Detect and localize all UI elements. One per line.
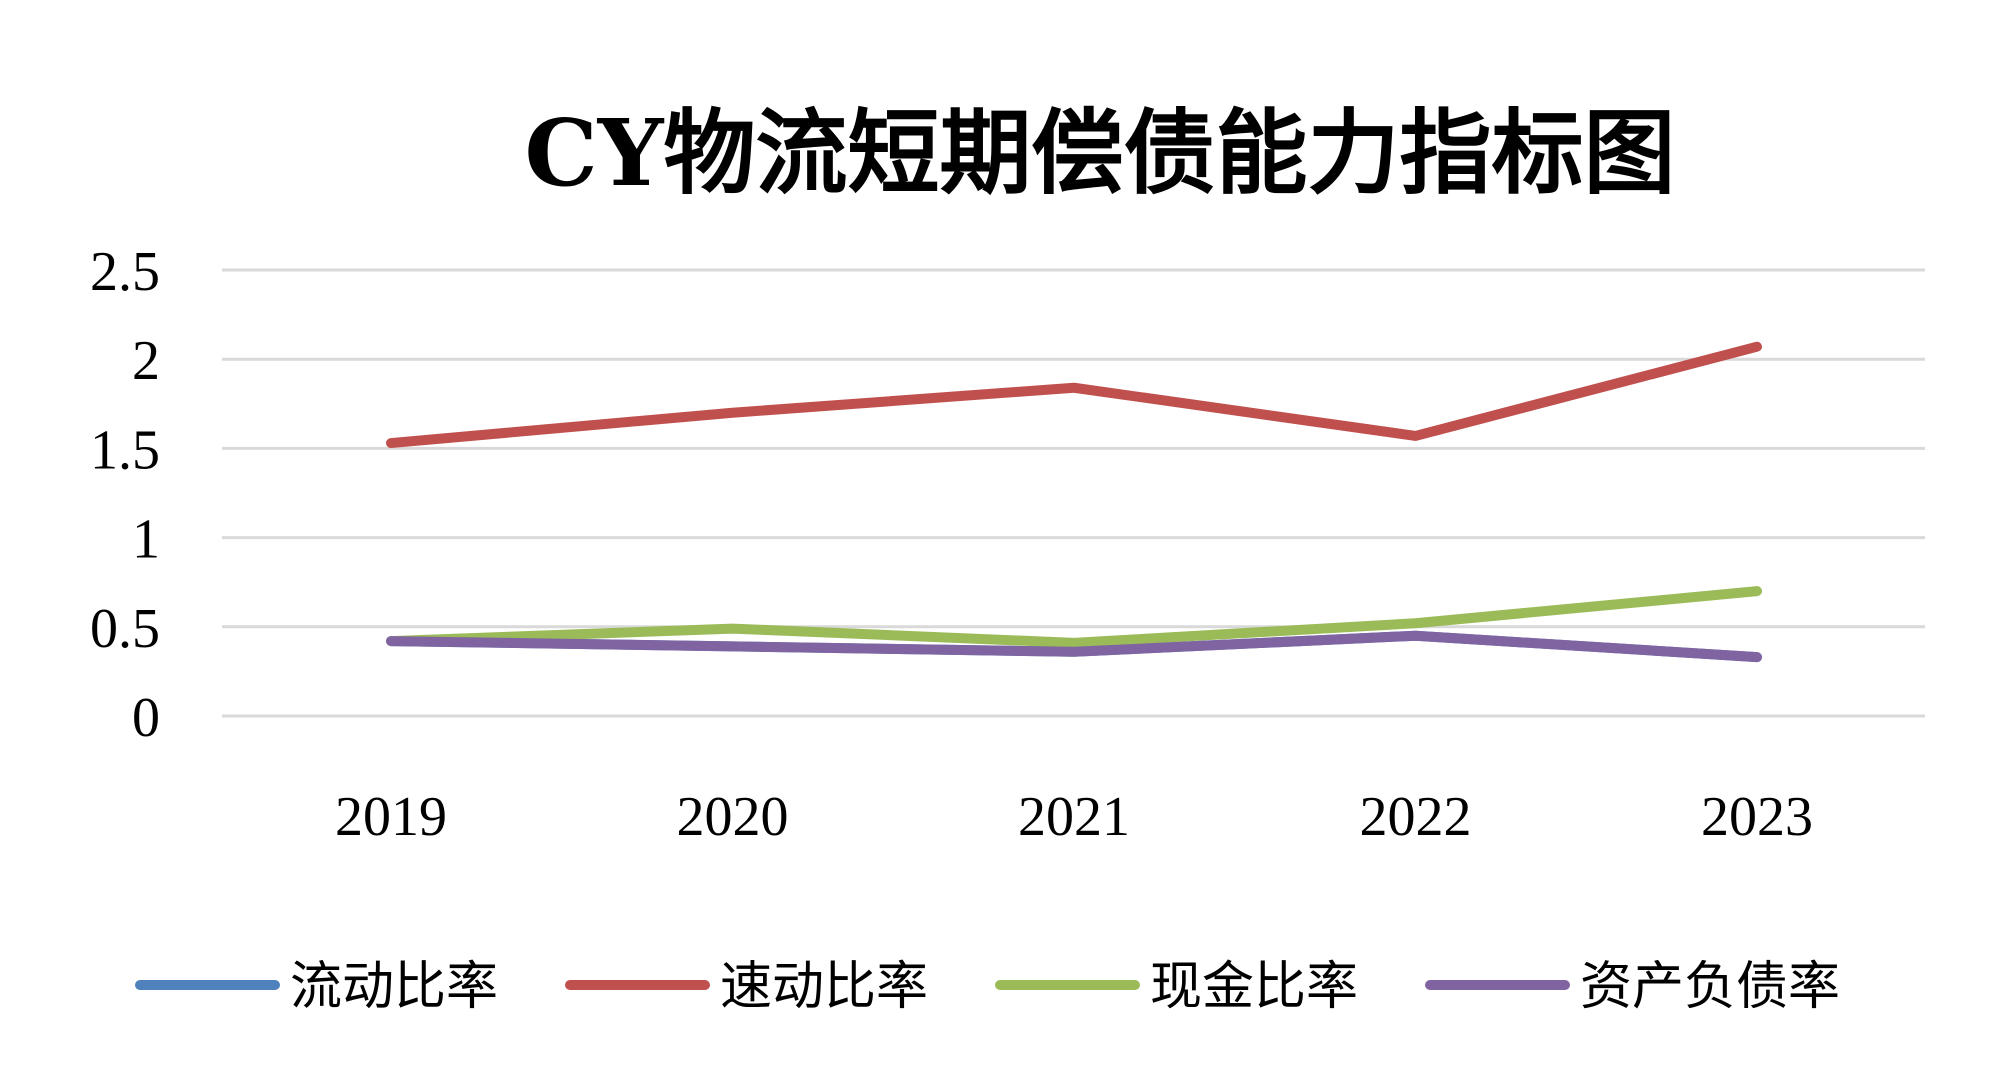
chart-title: CY物流短期偿债能力指标图 — [525, 99, 1676, 207]
legend-label: 流动比率 — [290, 957, 498, 1017]
x-axis-ticks: 2019 2020 2021 2022 2023 — [335, 786, 1813, 848]
grid-layer — [222, 268, 1925, 718]
legend-label: 现金比率 — [1150, 957, 1358, 1017]
y-tick-label: 1 — [132, 509, 160, 571]
x-tick-label: 2019 — [335, 786, 447, 848]
legend: 流动比率 速动比率 现金比率 资产负债率 — [135, 957, 1840, 1017]
x-tick-label: 2020 — [677, 786, 789, 848]
series-line-3 — [386, 630, 1762, 663]
y-axis-ticks: 0 0.5 1 1.5 2 2.5 — [90, 241, 160, 749]
legend-label: 资产负债率 — [1580, 957, 1840, 1017]
y-tick-label: 2.5 — [90, 241, 160, 303]
x-tick-label: 2023 — [1701, 786, 1813, 848]
y-tick-label: 1.5 — [90, 419, 160, 481]
series-line-2 — [386, 586, 1762, 648]
legend-label: 速动比率 — [720, 957, 928, 1017]
y-tick-label: 0.5 — [90, 598, 160, 660]
series-layer — [386, 341, 1762, 663]
y-tick-label: 2 — [132, 330, 160, 392]
x-tick-label: 2022 — [1360, 786, 1472, 848]
series-line-1 — [386, 341, 1762, 449]
y-tick-label: 0 — [132, 687, 160, 749]
x-tick-label: 2021 — [1018, 786, 1130, 848]
